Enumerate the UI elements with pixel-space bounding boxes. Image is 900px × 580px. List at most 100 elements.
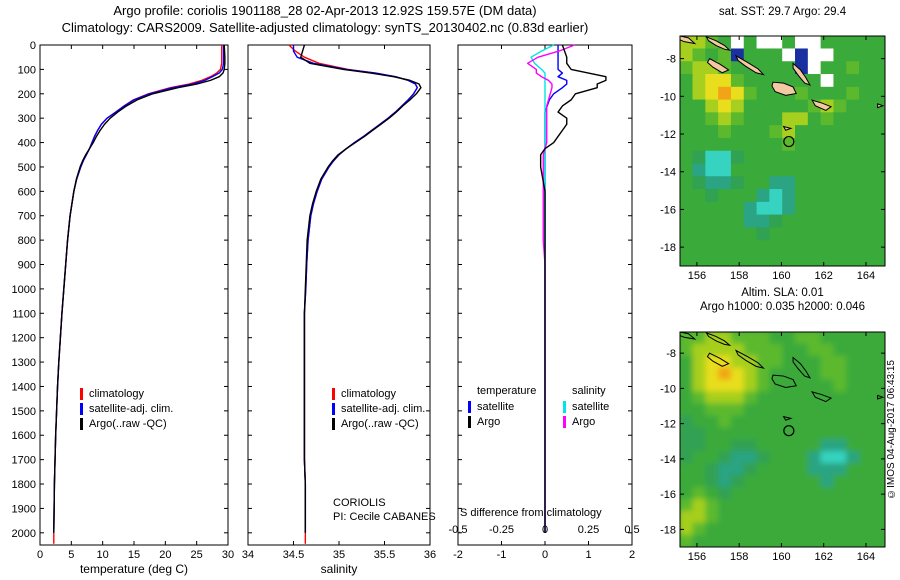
sla-map-title-line2: Argo h1000: 0.035 h2000: 0.046	[700, 301, 865, 313]
t-argo-line-swatch	[468, 416, 471, 428]
svg-text:-8: -8	[666, 348, 676, 360]
svg-text:-14: -14	[660, 454, 676, 466]
float-location-marker	[783, 425, 795, 437]
argo-line-swatch	[80, 418, 83, 430]
pi-label: PI: Cecile CABANES	[333, 511, 436, 523]
svg-text:-12: -12	[660, 129, 676, 141]
svg-text:1100: 1100	[12, 308, 36, 320]
coastline	[680, 332, 885, 421]
profile-line	[526, 44, 575, 533]
svg-text:1200: 1200	[12, 333, 36, 345]
legend-item-satellite-clim: satellite-adj. clim.	[332, 402, 425, 416]
satellite-clim-line-swatch	[80, 403, 83, 415]
svg-text:900: 900	[18, 260, 36, 272]
svg-text:30: 30	[222, 549, 234, 561]
satellite-clim-line-swatch	[332, 403, 335, 415]
legend-item-satellite-clim: satellite-adj. clim.	[80, 402, 173, 416]
profile-line	[53, 45, 225, 533]
svg-text:1600: 1600	[12, 430, 36, 442]
svg-text:2000: 2000	[12, 528, 36, 540]
svg-text:300: 300	[18, 113, 36, 125]
s-satellite-line-swatch	[563, 401, 566, 413]
sla-map-panel: 156 158 160 162 164 -8 -10 -12 -14 -16 -18	[660, 331, 886, 563]
svg-text:0: 0	[30, 40, 36, 52]
figure-title-line1: Argo profile: coriolis 1901188_28 02-Apr…	[113, 3, 537, 18]
svg-text:-14: -14	[660, 167, 676, 179]
svg-text:34.5: 34.5	[283, 549, 304, 561]
svg-text:35.5: 35.5	[374, 549, 395, 561]
svg-text:15: 15	[128, 549, 140, 561]
svg-text:-0.25: -0.25	[489, 524, 514, 536]
profile-line	[544, 45, 568, 533]
legend-item-s-satellite: satellite	[563, 400, 609, 414]
svg-text:36: 36	[424, 549, 436, 561]
svg-text:-0.5: -0.5	[449, 524, 468, 536]
temperature-axis-label: temperature (deg C)	[79, 562, 189, 576]
svg-text:162: 162	[815, 270, 833, 282]
svg-text:162: 162	[815, 551, 833, 563]
svg-text:-2: -2	[453, 549, 463, 561]
profile-line	[53, 44, 226, 533]
profile-line	[300, 44, 422, 533]
svg-text:-1: -1	[497, 549, 507, 561]
legend-item-argo: Argo(..raw -QC)	[80, 417, 173, 431]
svg-text:1700: 1700	[12, 455, 36, 467]
coriolis-label: CORIOLIS	[333, 497, 386, 509]
svg-text:160: 160	[772, 270, 790, 282]
svg-text:600: 600	[18, 186, 36, 198]
svg-text:-16: -16	[660, 204, 676, 216]
svg-text:-10: -10	[660, 91, 676, 103]
svg-text:-10: -10	[660, 383, 676, 395]
svg-text:2: 2	[629, 549, 635, 561]
t-satellite-line-swatch	[468, 401, 471, 413]
legend-item-t-argo: Argo	[468, 415, 536, 429]
svg-text:0: 0	[542, 524, 548, 536]
legend-item-climatology: climatology	[80, 387, 173, 401]
svg-text:158: 158	[730, 270, 748, 282]
svg-text:35: 35	[333, 549, 345, 561]
svg-text:25: 25	[191, 549, 203, 561]
svg-text:10: 10	[97, 549, 109, 561]
s-argo-label: Argo	[572, 416, 596, 428]
t-satellite-label: satellite	[477, 401, 515, 413]
svg-text:164: 164	[857, 270, 875, 282]
svg-text:-18: -18	[660, 524, 676, 536]
legend-item-t-satellite: satellite	[468, 400, 536, 414]
salinity-axis-label: salinity	[320, 562, 358, 576]
s-difference-axis-label: S difference from climatology	[460, 507, 602, 519]
climatology-line-swatch	[80, 388, 83, 400]
legend-item-argo: Argo(..raw -QC)	[332, 417, 425, 431]
s-satellite-label: satellite	[572, 401, 610, 413]
svg-text:5: 5	[68, 549, 74, 561]
figure-title-line2: Climatology: CARS2009. Satellite-adjuste…	[61, 20, 589, 35]
argo-label: Argo(..raw -QC)	[89, 418, 167, 430]
svg-text:1400: 1400	[12, 381, 36, 393]
legend-item-climatology: climatology	[332, 387, 425, 401]
svg-text:0: 0	[542, 549, 548, 561]
sst-map-title: sat. SST: 29.7 Argo: 29.4	[718, 6, 847, 18]
t-argo-label: Argo	[477, 416, 501, 428]
argo-label: Argo(..raw -QC)	[341, 418, 419, 430]
svg-text:34: 34	[242, 549, 254, 561]
svg-text:158: 158	[730, 551, 748, 563]
float-location-marker	[783, 135, 795, 148]
svg-text:700: 700	[18, 211, 36, 223]
argo-line-swatch	[332, 418, 335, 430]
satellite-clim-label: satellite-adj. clim.	[89, 403, 174, 415]
svg-text:200: 200	[18, 89, 36, 101]
salinity-profile-panel: 34 34.5 35 35.5 36	[242, 44, 436, 561]
profile-line	[292, 45, 418, 533]
profile-line	[539, 44, 607, 533]
climatology-label: climatology	[89, 388, 145, 400]
sla-map-title-line1: Altim. SLA: 0.01	[741, 287, 824, 299]
satellite-clim-label: satellite-adj. clim.	[341, 403, 426, 415]
s-argo-line-swatch	[563, 416, 566, 428]
profile-line	[530, 44, 555, 533]
svg-text:-18: -18	[660, 242, 676, 254]
svg-text:0: 0	[37, 549, 43, 561]
profile-line	[53, 45, 223, 544]
svg-text:1: 1	[585, 549, 591, 561]
svg-text:156: 156	[688, 270, 706, 282]
svg-text:20: 20	[159, 549, 171, 561]
